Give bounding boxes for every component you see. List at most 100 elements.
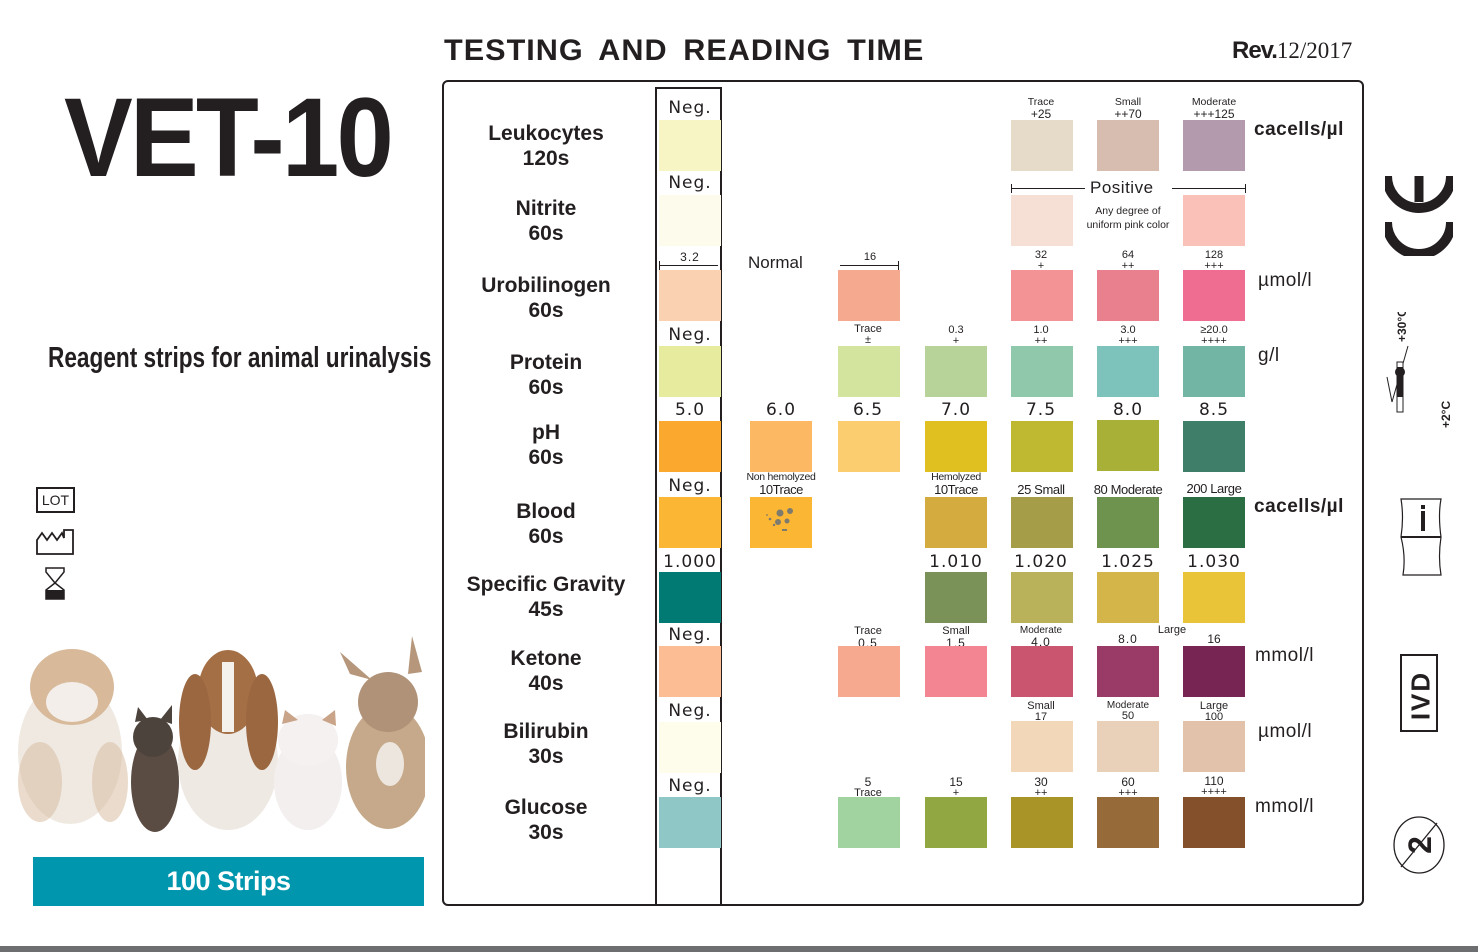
pets-photo: two dogs, a kitten, a basset hound, a ca… xyxy=(18,636,425,832)
arrow-tick xyxy=(1245,184,1246,193)
product-title: VET-10 xyxy=(64,75,394,200)
level-bottom: 10Trace xyxy=(759,481,803,497)
ivd-label: IVD xyxy=(1405,670,1436,721)
neg-label-ph: 5.0 xyxy=(674,400,706,420)
param-leukocytes: Leukocytes 120s xyxy=(446,121,646,171)
swatch-ketone-16 xyxy=(1183,646,1245,697)
ce-mark-icon: CE xyxy=(1385,175,1453,256)
protein-0-3-label: 0.3 + xyxy=(906,325,1006,347)
ph-6-5-label: 6.5 xyxy=(852,400,884,420)
level-top: 32 xyxy=(1034,249,1048,261)
param-name: Blood xyxy=(516,500,576,523)
strips-count-banner: 100 Strips xyxy=(33,857,424,906)
blood-large-label: 200 Large xyxy=(1186,481,1242,496)
level-bottom: + xyxy=(1037,260,1045,272)
ph-7-5-label: 7.5 xyxy=(1025,400,1057,420)
level-bottom: + xyxy=(952,335,960,347)
manufacture-date-icon xyxy=(36,529,74,555)
param-time: 60s xyxy=(528,222,564,245)
swatch-blood-neg xyxy=(659,497,721,548)
param-specific-gravity: Specific Gravity 45s xyxy=(446,572,646,622)
glucose-30-label: 30 ++ xyxy=(991,776,1091,799)
leuko-trace-label: Trace +25 xyxy=(991,97,1091,120)
param-time: 40s xyxy=(528,672,564,695)
param-name: pH xyxy=(532,421,560,444)
urobil-16-label: 16 xyxy=(863,251,877,263)
bili-large-label: Large 100 xyxy=(1164,701,1264,723)
level-top: Small xyxy=(1027,700,1055,712)
level-bottom: 4.0 xyxy=(1031,635,1051,649)
instructions-book-icon xyxy=(1400,498,1442,576)
urobilinogen-normal-range-arrow xyxy=(659,265,718,266)
ph-8-0-label: 8.0 xyxy=(1112,400,1144,420)
level-top: Moderate xyxy=(1191,96,1237,108)
swatch-blood-small xyxy=(1011,497,1073,548)
glucose-60-label: 60 +++ xyxy=(1078,776,1178,799)
ketone-8-0-label: 8.0 xyxy=(1118,632,1138,646)
level-top: 0.3 xyxy=(948,324,964,336)
param-time: 60s xyxy=(528,446,564,469)
note-line: uniform pink color xyxy=(1086,219,1170,231)
speckle-dots xyxy=(766,508,793,531)
swatch-sg-1-020 xyxy=(1011,572,1073,623)
urobilinogen-normal-arrow xyxy=(840,265,898,266)
swatch-ph-6-5 xyxy=(838,421,900,472)
param-blood: Blood 60s xyxy=(446,499,646,549)
level-bottom: 10Trace xyxy=(934,481,978,497)
param-name: Leukocytes xyxy=(488,122,604,145)
urobil-128-label: 128 +++ xyxy=(1164,250,1264,272)
swatch-glucose-neg xyxy=(659,797,721,848)
blood-hemolyzed-label: Hemolyzed 10Trace xyxy=(906,472,1006,496)
swatch-protein-1-0 xyxy=(1011,346,1073,397)
level-top: 128 xyxy=(1204,249,1224,261)
level-top: 60 xyxy=(1121,775,1135,789)
param-name: Urobilinogen xyxy=(481,274,611,297)
neg-label-blood: Neg. xyxy=(668,476,712,496)
swatch-ketone-8-0 xyxy=(1097,646,1159,697)
param-bilirubin: Bilirubin 30s xyxy=(446,719,646,769)
ketone-moderate-label: Moderate 4.0 xyxy=(991,626,1091,649)
swatch-sg-1-000 xyxy=(659,572,721,623)
level-bottom: ++70 xyxy=(1114,106,1142,121)
neg-label-nitrite: Neg. xyxy=(668,173,712,193)
swatch-leuko-small xyxy=(1097,120,1159,171)
revision: Rev.12/2017 xyxy=(1232,37,1352,65)
param-name: Ketone xyxy=(510,647,582,670)
swatch-urobil-32 xyxy=(1011,270,1073,321)
swatch-blood-hemolyzed xyxy=(925,497,987,548)
swatch-bili-small xyxy=(1011,721,1073,772)
swatch-nitrite-positive-light xyxy=(1011,195,1073,246)
level-top: Non hemolyzed xyxy=(746,471,816,483)
level-top: Trace xyxy=(854,323,882,335)
level-bottom: +++ xyxy=(1118,335,1138,347)
temp-high-label: +30°C xyxy=(1395,312,1409,342)
level-top: 1.0 xyxy=(1033,324,1049,336)
ivd-icon: IVD xyxy=(1400,654,1438,732)
neg-label-ketone: Neg. xyxy=(668,625,712,645)
swatch-protein-20 xyxy=(1183,346,1245,397)
swatch-bili-large xyxy=(1183,721,1245,772)
level-bottom: +++ xyxy=(1204,260,1224,272)
param-time: 30s xyxy=(528,821,564,844)
swatch-urobilinogen-base xyxy=(659,270,721,321)
blood-moderate-label: 80 Moderate xyxy=(1093,482,1163,497)
neg-label-leukocytes: Neg. xyxy=(668,98,712,118)
param-time: 120s xyxy=(522,147,570,170)
neg-label-protein: Neg. xyxy=(668,325,712,345)
param-nitrite: Nitrite 60s xyxy=(446,196,646,246)
param-time: 60s xyxy=(528,376,564,399)
swatch-protein-trace xyxy=(838,346,900,397)
swatch-leuko-trace xyxy=(1011,120,1073,171)
leuko-moderate-label: Moderate +++125 xyxy=(1164,97,1264,120)
protein-20-label: ≥20.0 ++++ xyxy=(1164,325,1264,347)
param-name: Nitrite xyxy=(515,197,577,220)
swatch-blood-large xyxy=(1183,497,1245,548)
swatch-ph-8-0 xyxy=(1097,420,1159,471)
param-time: 45s xyxy=(528,598,564,621)
swatch-urobil-128 xyxy=(1183,270,1245,321)
unit-ketone: mmol/l xyxy=(1255,645,1314,666)
level-top: Trace xyxy=(854,625,882,637)
swatch-ph-8-5 xyxy=(1183,421,1245,472)
param-name: Protein xyxy=(509,351,583,374)
swatch-leuko-moderate xyxy=(1183,120,1245,171)
